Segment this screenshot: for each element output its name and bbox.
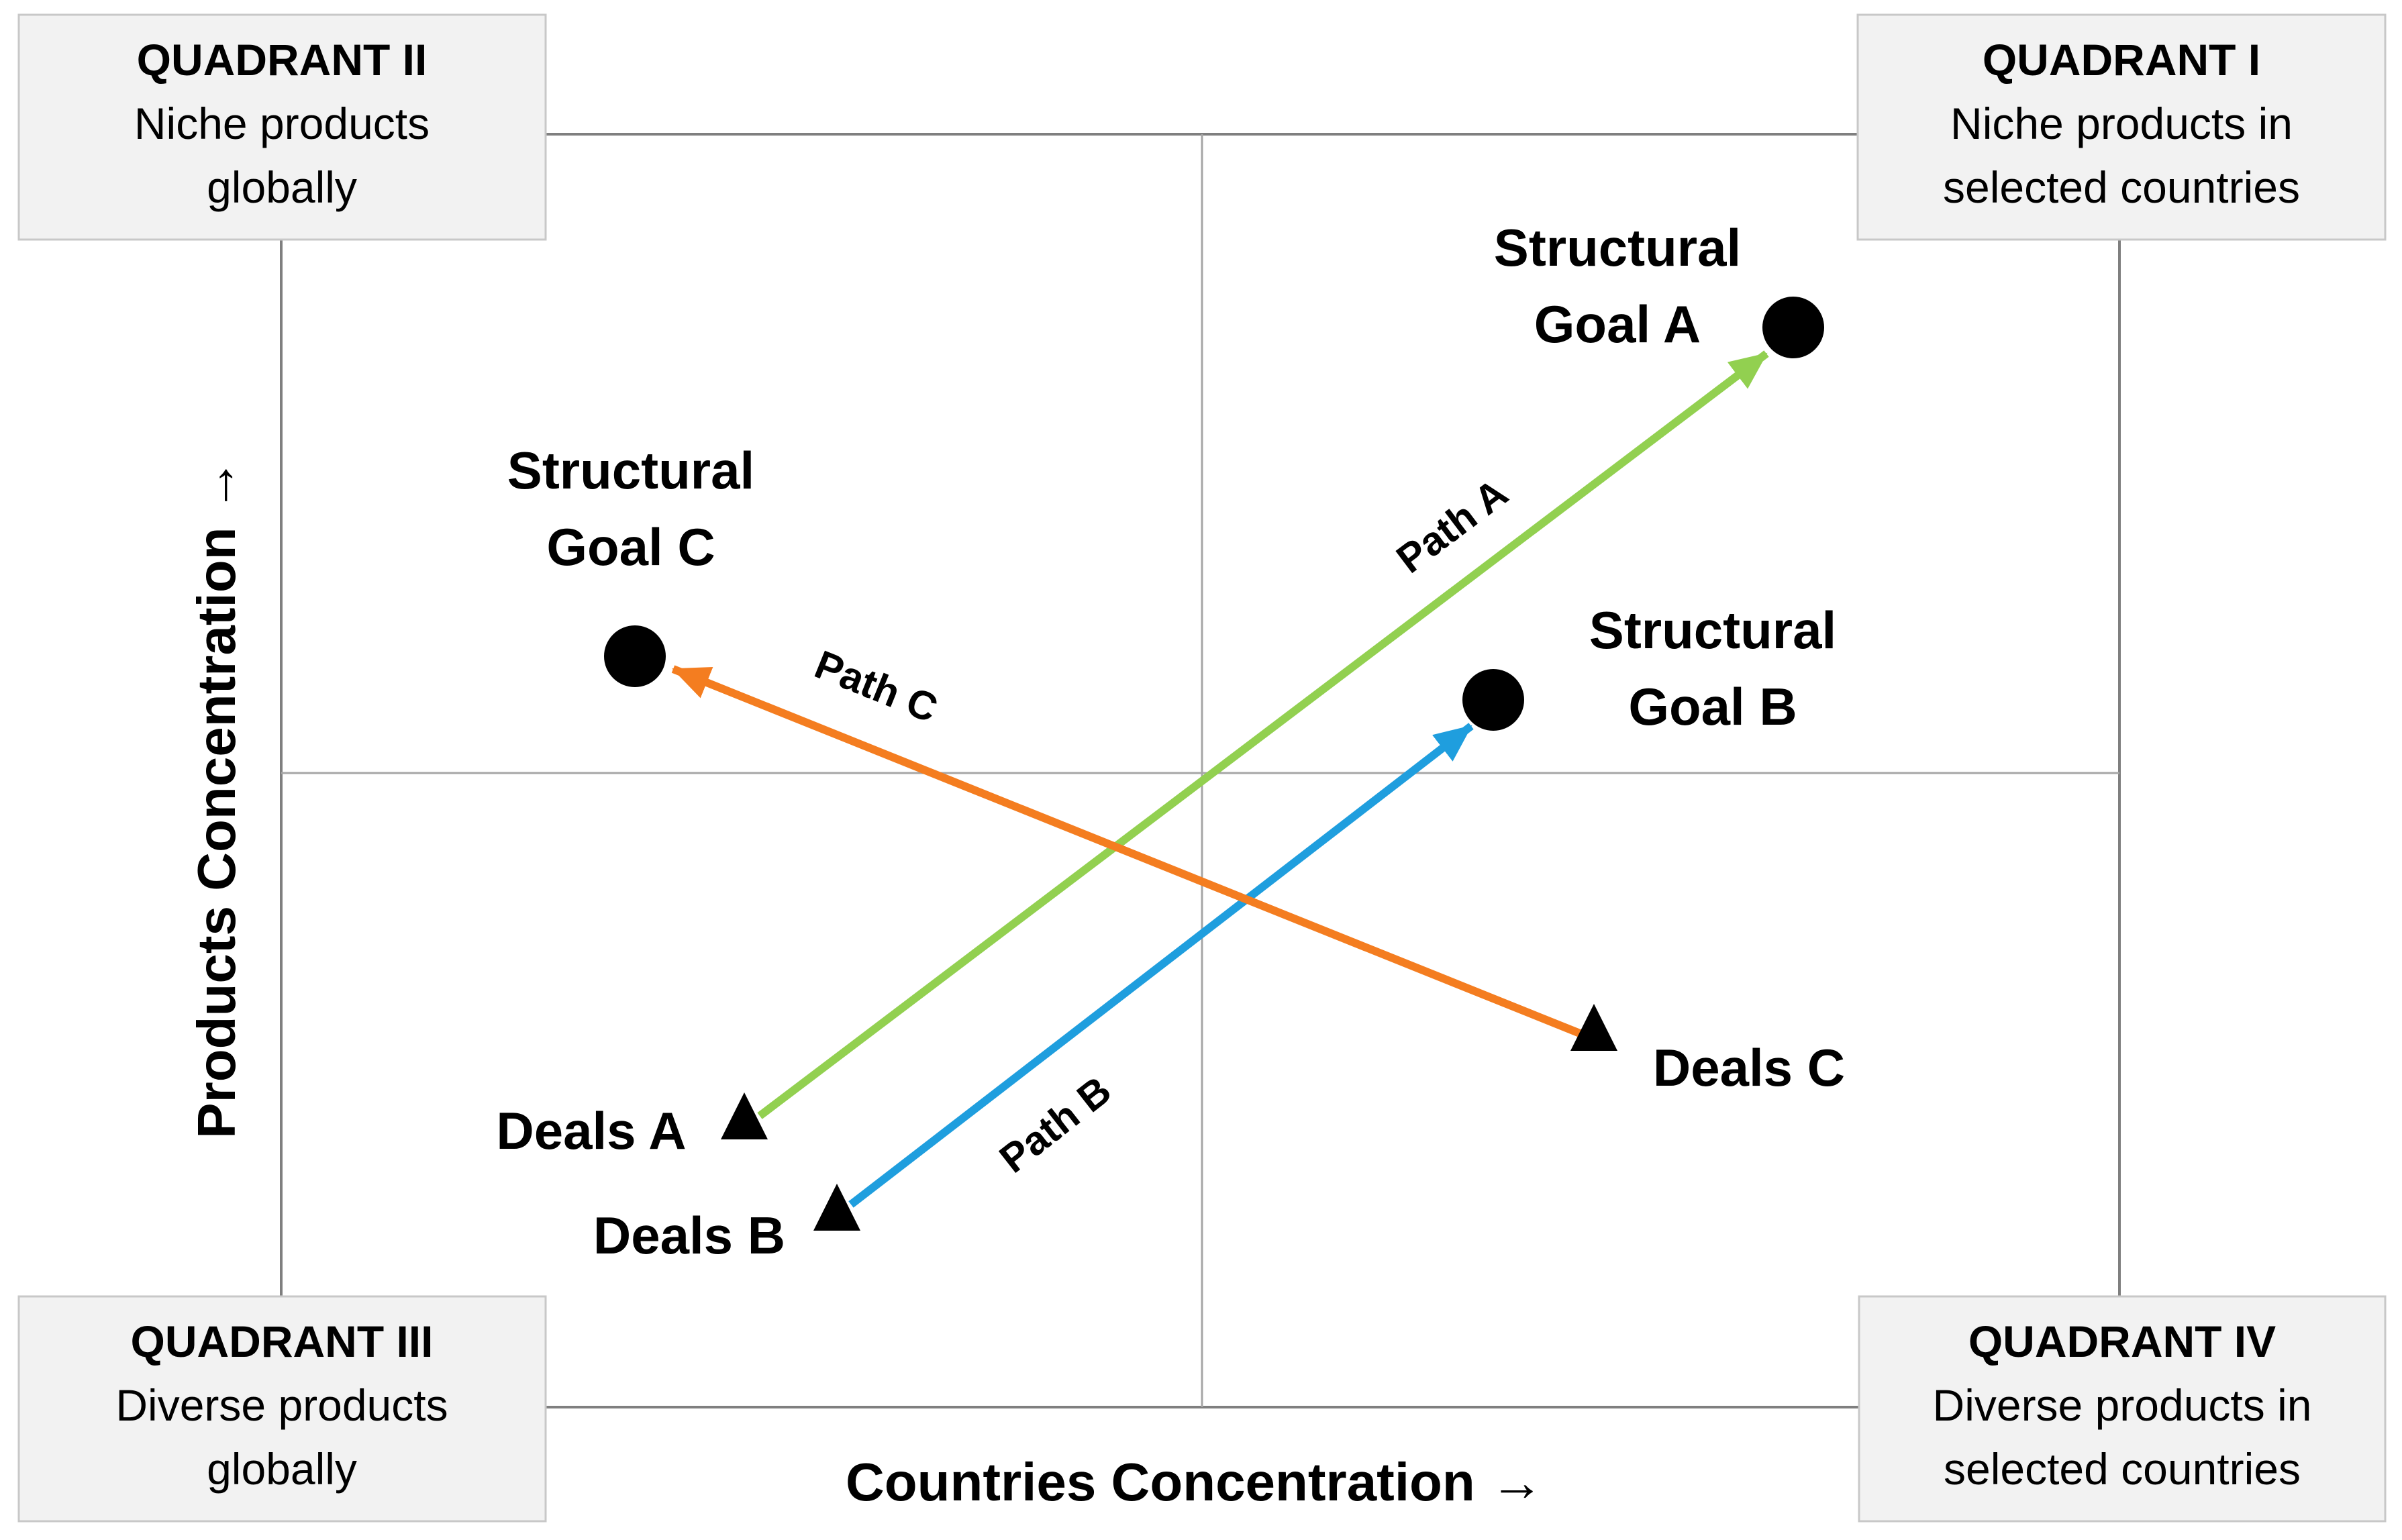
quadrant-box-2-background bbox=[17, 13, 547, 241]
quadrant-1-description-line-1: Niche products in bbox=[1950, 99, 2293, 148]
quadrant-3-description-line-2: globally bbox=[207, 1444, 357, 1494]
path-a-arrow bbox=[757, 350, 1769, 1119]
quadrant-box-3: QUADRANT III Diverse products globally bbox=[17, 1295, 547, 1523]
deals-a-label: Deals A bbox=[496, 1101, 686, 1160]
goal-b-label-line-2: Goal B bbox=[1628, 677, 1797, 736]
goal-markers bbox=[604, 297, 1824, 731]
goal-c-label-line-2: Goal C bbox=[546, 517, 715, 576]
quadrant-box-4: QUADRANT IV Diverse products in selected… bbox=[1858, 1295, 2387, 1523]
quadrant-3-title: QUADRANT III bbox=[131, 1317, 434, 1366]
quadrant-box-3-background bbox=[17, 1295, 547, 1523]
quadrant-1-description-line-2: selected countries bbox=[1943, 162, 2300, 212]
transition-arrows bbox=[671, 350, 1769, 1208]
deals-c-label: Deals C bbox=[1653, 1038, 1845, 1097]
goal-a-marker bbox=[1762, 297, 1824, 358]
path-c-arrow bbox=[671, 665, 1582, 1037]
goal-b-marker bbox=[1462, 669, 1524, 731]
deals-c-marker bbox=[1570, 1004, 1617, 1051]
quadrant-2-description-line-2: globally bbox=[207, 162, 357, 212]
deals-b-marker bbox=[813, 1184, 860, 1231]
quadrant-box-1-background bbox=[1856, 13, 2387, 241]
quadrant-box-2: QUADRANT II Niche products globally bbox=[17, 13, 547, 241]
quadrant-2-title: QUADRANT II bbox=[137, 35, 428, 85]
deals-a-marker bbox=[721, 1092, 768, 1139]
goal-c-label-line-1: Structural bbox=[507, 441, 754, 500]
deals-b-label: Deals B bbox=[593, 1206, 785, 1265]
quadrant-frame bbox=[280, 133, 2121, 1408]
quadrant-1-title: QUADRANT I bbox=[1983, 35, 2260, 85]
deal-markers bbox=[721, 1004, 1617, 1231]
quadrant-3-description-line-1: Diverse products bbox=[115, 1380, 448, 1430]
goal-c-marker bbox=[604, 625, 666, 687]
goal-a-label-line-2: Goal A bbox=[1534, 295, 1701, 354]
path-a-label: Path A bbox=[1389, 470, 1516, 582]
goal-b-label-line-1: Structural bbox=[1589, 601, 1836, 660]
quadrant-box-1: QUADRANT I Niche products in selected co… bbox=[1856, 13, 2387, 241]
path-b-arrow bbox=[848, 723, 1474, 1208]
quadrant-box-4-background bbox=[1858, 1295, 2387, 1523]
quadrant-2-description-line-1: Niche products bbox=[134, 99, 430, 148]
x-axis-label: Countries Concentration → bbox=[846, 1452, 1544, 1512]
goal-a-label-line-1: Structural bbox=[1494, 218, 1741, 277]
quadrant-4-description-line-2: selected countries bbox=[1944, 1444, 2301, 1494]
y-axis-label: Products Concentration → bbox=[187, 458, 246, 1138]
quadrant-dividers bbox=[281, 134, 2119, 1407]
quadrant-4-description-line-1: Diverse products in bbox=[1933, 1380, 2312, 1430]
path-c-label: Path C bbox=[809, 641, 944, 731]
quadrant-4-title: QUADRANT IV bbox=[1968, 1317, 2276, 1366]
